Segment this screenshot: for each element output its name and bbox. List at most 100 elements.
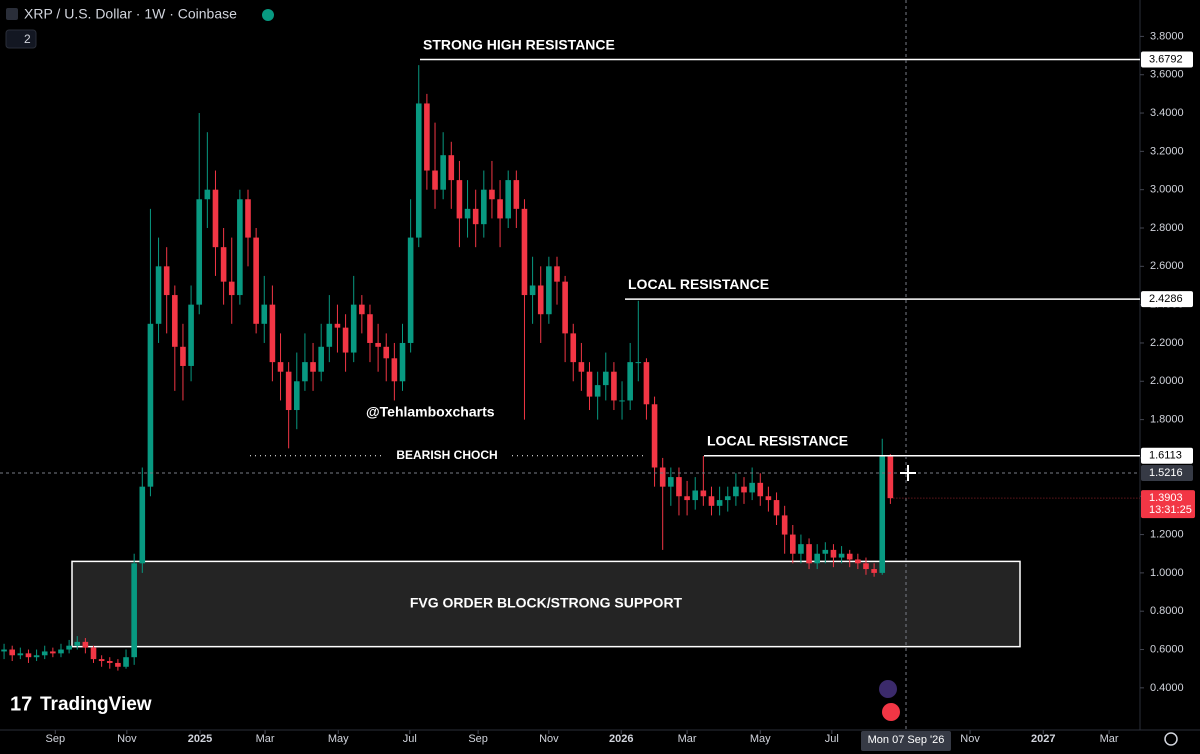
countdown: 13:31:25 — [1149, 504, 1192, 516]
candle-body — [399, 342, 406, 382]
candle-body — [765, 496, 772, 501]
candle-body — [375, 342, 381, 347]
candle-body — [245, 199, 251, 238]
candle-body — [269, 304, 276, 363]
event-icon[interactable] — [879, 680, 897, 698]
level-price-box — [1141, 291, 1193, 308]
candle-body — [871, 569, 877, 573]
y-tick-label: 2.0000 — [1150, 375, 1184, 387]
level-price-box — [1141, 447, 1193, 464]
y-tick-label: 1.8000 — [1150, 414, 1184, 426]
candle-body — [472, 208, 479, 225]
candle-body — [537, 285, 544, 315]
candle-body — [204, 189, 211, 200]
economic-event-icon[interactable] — [882, 703, 900, 721]
cursor — [900, 464, 916, 481]
candle-body — [58, 649, 64, 654]
candle-body — [448, 155, 455, 181]
x-tick-label: May — [328, 733, 349, 745]
candle-body — [700, 490, 707, 497]
y-tick-label: 3.4000 — [1150, 107, 1184, 119]
candle-body — [66, 645, 72, 650]
plot: 0.40000.60000.80001.00001.20001.40001.60… — [0, 0, 1184, 745]
candle-body — [814, 553, 820, 564]
candle-body — [806, 544, 812, 564]
y-tick-label: 1.0000 — [1150, 567, 1184, 579]
level-label: STRONG HIGH RESISTANCE — [423, 36, 615, 52]
candle-body — [220, 247, 227, 282]
x-tick-label: May — [750, 733, 771, 745]
x-tick-label: 2026 — [609, 733, 633, 745]
candle-body — [196, 199, 203, 305]
candle-body — [830, 549, 837, 558]
y-tick-label: 3.2000 — [1150, 145, 1184, 157]
indicator-count: 2 — [24, 32, 31, 46]
level-price: 2.4286 — [1149, 293, 1183, 305]
y-tick-label: 0.4000 — [1150, 682, 1184, 694]
settings-button[interactable] — [1164, 732, 1178, 746]
candle-body — [139, 486, 146, 564]
logo-text: TradingView — [40, 694, 152, 715]
candle-body — [822, 549, 829, 554]
candle-body — [757, 482, 764, 497]
candle-body — [261, 304, 268, 324]
candle-body — [350, 304, 357, 353]
candle-body — [33, 655, 40, 658]
support-zone — [71, 560, 1021, 648]
candle-body — [627, 362, 633, 401]
last-price: 1.3903 — [1149, 492, 1183, 504]
candle-body — [570, 333, 577, 363]
crosshair-price-box — [1141, 464, 1193, 481]
candle-body — [513, 180, 520, 209]
candle-body — [643, 362, 650, 405]
candle-body — [619, 400, 625, 402]
support-zone-label: FVG ORDER BLOCK/STRONG SUPPORT — [410, 595, 683, 611]
candle-body — [310, 362, 316, 372]
choch-label: BEARISH CHOCH — [396, 448, 497, 462]
candle-body — [879, 456, 886, 573]
x-tick-label: Jul — [825, 733, 839, 745]
y-tick-label: 1.2000 — [1150, 528, 1184, 540]
y-tick-label: 3.0000 — [1150, 184, 1184, 196]
level-price-box — [1141, 51, 1193, 68]
crosshair-price: 1.5216 — [1149, 467, 1183, 479]
symbol-title: XRP / U.S. Dollar · 1W · Coinbase — [24, 6, 237, 22]
candle-body — [602, 371, 609, 386]
y-tick-label: 2.8000 — [1150, 222, 1184, 234]
candle-body — [318, 346, 324, 372]
candle-body — [741, 486, 747, 493]
candle-body — [50, 651, 56, 654]
candle-body — [228, 281, 235, 296]
candle-body — [302, 362, 308, 382]
candle-body — [17, 653, 24, 656]
logo-mark: 17 — [10, 693, 32, 715]
candle-body — [359, 304, 365, 315]
candle-body — [456, 180, 463, 219]
candle-body — [773, 500, 780, 516]
candle-body — [326, 323, 333, 347]
candle-body — [481, 189, 487, 225]
x-tick-label: Jul — [403, 733, 417, 745]
candle-body — [887, 456, 894, 499]
candle-body — [106, 661, 113, 663]
indicator-toggle[interactable] — [5, 29, 37, 49]
watermark: @Tehlamboxcharts — [366, 404, 495, 420]
candle-body — [155, 266, 162, 324]
candle-body — [212, 189, 219, 248]
candle-body — [391, 358, 398, 382]
candle-body — [285, 371, 292, 411]
candle-body — [562, 281, 568, 334]
candle-body — [708, 496, 715, 506]
candle-body — [432, 170, 438, 190]
candle-body — [554, 266, 560, 282]
x-tick-label: Nov — [539, 733, 559, 745]
x-tick-label: Nov — [117, 733, 137, 745]
candle-body — [440, 155, 446, 190]
candle-body — [659, 467, 666, 487]
x-tick-label: Sep — [468, 733, 488, 745]
x-tick-label: Sep — [46, 733, 66, 745]
y-tick-label: 2.2000 — [1150, 337, 1184, 349]
candle-body — [798, 544, 804, 554]
x-tick-label: 2027 — [1031, 733, 1055, 745]
